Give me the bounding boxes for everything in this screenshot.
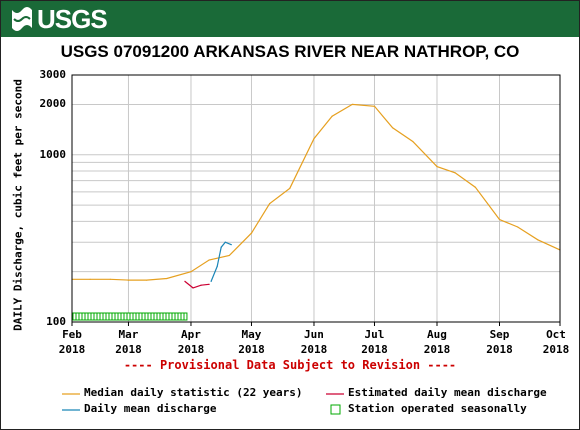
series-point-1	[250, 232, 253, 234]
x-tick-month: May	[241, 328, 262, 341]
y-tick-label: 1000	[39, 147, 67, 161]
x-tick-year: 2018	[300, 343, 328, 356]
y-tick-label: 2000	[39, 97, 67, 111]
series-point-1	[392, 127, 394, 129]
x-tick-label: Jun 2018	[292, 327, 336, 357]
series-point-1	[89, 278, 91, 280]
x-tick-month: Apr	[181, 328, 201, 341]
series-point-1	[228, 254, 230, 257]
plot-border	[71, 74, 561, 323]
legend-swatch	[330, 404, 341, 415]
x-tick-label: Aug 2018	[415, 327, 459, 357]
chart-title: USGS 07091200 ARKANSAS RIVER NEAR NATHRO…	[60, 42, 520, 61]
series-line-2	[184, 280, 210, 289]
series-point-1	[517, 226, 519, 228]
usgs-header-bar: USGS	[1, 1, 579, 37]
series-point-1	[537, 239, 539, 241]
series-point-2	[184, 280, 186, 282]
series-point-3	[220, 246, 222, 248]
series-point-1	[313, 137, 315, 140]
y-tick-label: 100	[46, 315, 66, 328]
series-point-3	[216, 265, 218, 268]
series-point-3	[230, 244, 232, 246]
series-point-1	[146, 279, 148, 281]
y-tick-label: 3000	[39, 68, 67, 81]
x-tick-label: Jul 2018	[352, 327, 396, 357]
series-point-1	[109, 278, 111, 280]
x-tick-label: Oct 2018	[534, 327, 578, 357]
x-tick-year: 2018	[177, 343, 205, 356]
series-point-1	[474, 186, 476, 188]
x-tick-year: 2018	[486, 343, 513, 356]
series-point-1	[166, 277, 168, 280]
series-point-2	[192, 287, 194, 289]
logo-text: USGS	[37, 3, 108, 34]
x-tick-label: May 2018	[229, 327, 273, 357]
series-point-1	[269, 203, 271, 205]
legend-label: Estimated daily mean discharge	[348, 386, 547, 399]
series-point-1	[412, 140, 414, 143]
x-tick-year: 2018	[238, 343, 265, 356]
x-tick-month: Oct	[546, 328, 566, 341]
series-point-3	[224, 241, 226, 243]
series-point-2	[200, 284, 202, 286]
x-tick-label: Apr 2018	[169, 327, 213, 357]
series-point-3	[210, 280, 212, 282]
x-tick-year: 2018	[542, 343, 570, 356]
x-tick-month: Jul	[364, 328, 385, 341]
series-point-1	[454, 172, 456, 174]
x-tick-year: 2018	[423, 343, 451, 356]
x-tick-label: Mar 2018	[106, 327, 150, 357]
legend-label: Daily mean discharge	[84, 402, 217, 415]
series-point-1	[331, 115, 333, 117]
x-tick-month: Aug	[427, 328, 447, 341]
series-point-1	[436, 165, 438, 168]
x-tick-year: 2018	[115, 343, 142, 356]
x-tick-month: Jun	[304, 328, 324, 341]
series-point-1	[373, 105, 376, 107]
usgs-logo[interactable]: USGS	[11, 3, 108, 34]
legend-label: Station operated seasonally	[348, 402, 527, 415]
series-point-1	[208, 259, 210, 261]
series-point-1	[190, 271, 192, 273]
series-point-1	[498, 218, 501, 221]
series-point-1	[351, 103, 353, 106]
series-point-1	[127, 279, 130, 281]
x-tick-label: Sep 2018	[478, 327, 522, 357]
x-tick-month: Sep	[489, 328, 510, 341]
plot-area	[72, 75, 560, 322]
usgs-wave-icon	[12, 7, 32, 31]
x-tick-month: Mar	[118, 328, 139, 341]
x-tick-year: 2018	[58, 343, 86, 356]
x-tick-year: 2018	[361, 343, 388, 356]
provisional-annotation: ---- Provisional Data Subject to Revisio…	[123, 358, 457, 372]
legend-label: Median daily statistic (22 years)	[84, 386, 303, 399]
x-tick-month: Feb	[62, 328, 82, 341]
series-point-1	[289, 187, 291, 189]
series-point-2	[208, 283, 210, 285]
x-tick-label: Feb 2018	[50, 327, 94, 357]
